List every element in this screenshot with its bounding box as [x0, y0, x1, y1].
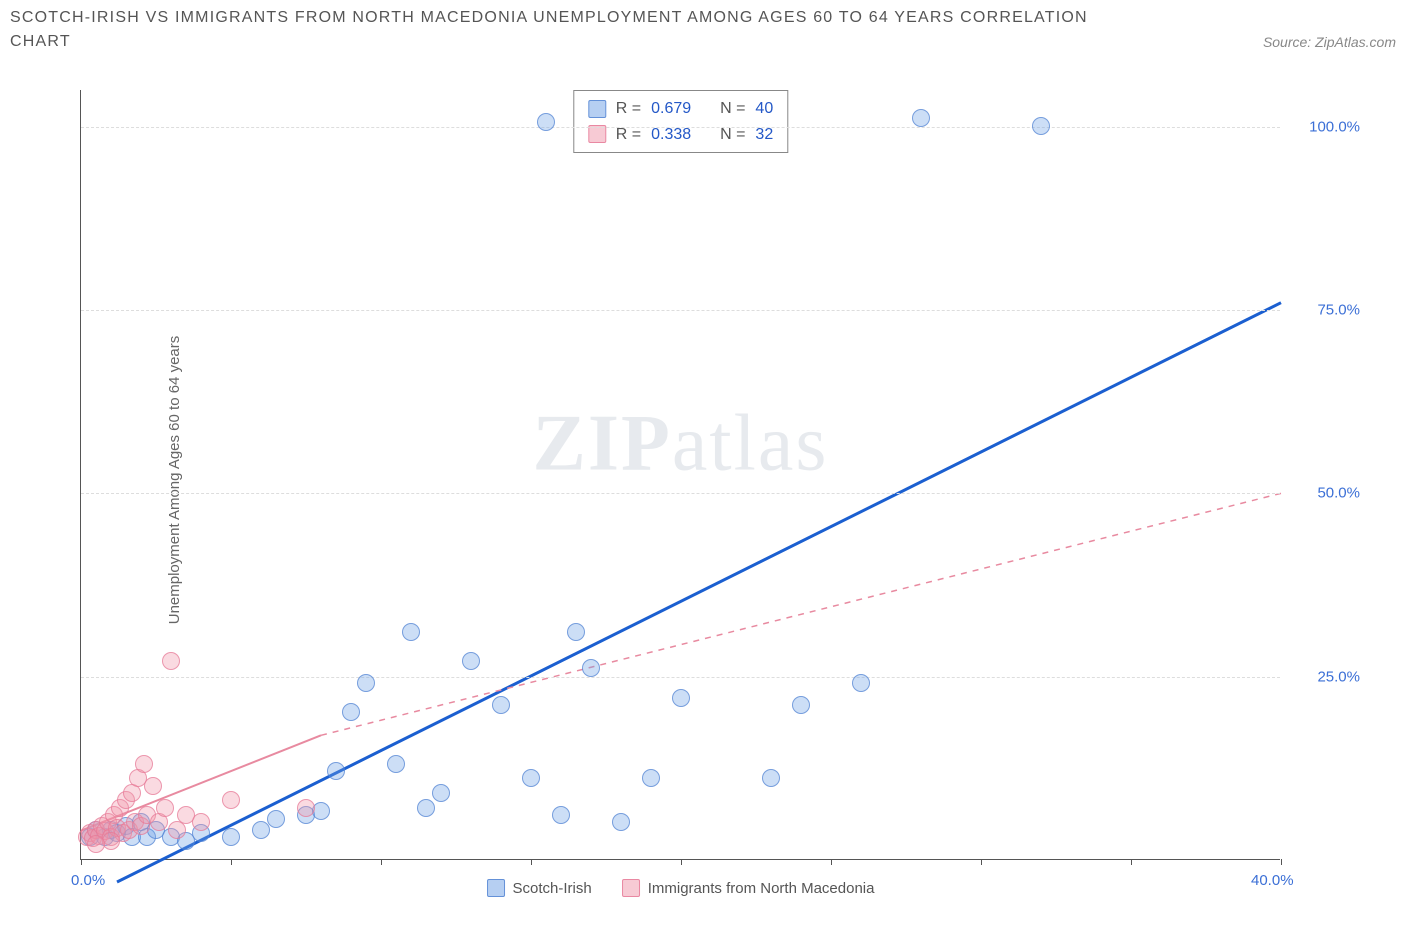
r-value-blue: 0.679	[651, 96, 691, 122]
swatch-blue-icon	[588, 100, 606, 118]
data-point	[537, 113, 555, 131]
chart-title: SCOTCH-IRISH VS IMMIGRANTS FROM NORTH MA…	[10, 6, 1110, 54]
legend-item-pink: Immigrants from North Macedonia	[622, 879, 875, 897]
x-tick	[381, 859, 382, 865]
data-point	[432, 784, 450, 802]
gridline	[81, 677, 1280, 678]
data-point	[102, 832, 120, 850]
data-point	[222, 828, 240, 846]
data-point	[162, 652, 180, 670]
data-point	[462, 652, 480, 670]
data-point	[357, 674, 375, 692]
y-tick-label: 25.0%	[1317, 668, 1360, 685]
data-point	[144, 777, 162, 795]
trend-line	[117, 303, 1281, 882]
y-tick-label: 50.0%	[1317, 485, 1360, 502]
data-point	[612, 813, 630, 831]
data-point	[387, 755, 405, 773]
r-value-pink: 0.338	[651, 122, 691, 148]
stats-row-blue: R = 0.679 N = 40	[588, 96, 773, 122]
source-attribution: Source: ZipAtlas.com	[1263, 6, 1396, 50]
watermark: ZIPatlas	[533, 398, 829, 489]
data-point	[567, 623, 585, 641]
x-tick	[531, 859, 532, 865]
n-value-pink: 32	[755, 122, 773, 148]
stats-row-pink: R = 0.338 N = 32	[588, 122, 773, 148]
bottom-legend: Scotch-Irish Immigrants from North Maced…	[487, 879, 875, 897]
data-point	[135, 755, 153, 773]
data-point	[1032, 117, 1050, 135]
y-tick-label: 100.0%	[1309, 118, 1360, 135]
data-point	[792, 696, 810, 714]
gridline	[81, 493, 1280, 494]
x-tick	[681, 859, 682, 865]
gridline	[81, 127, 1280, 128]
data-point	[852, 674, 870, 692]
data-point	[222, 791, 240, 809]
data-point	[762, 769, 780, 787]
data-point	[327, 762, 345, 780]
data-point	[342, 703, 360, 721]
data-point	[267, 810, 285, 828]
data-point	[492, 696, 510, 714]
swatch-pink-icon	[622, 879, 640, 897]
data-point	[192, 813, 210, 831]
data-point	[297, 799, 315, 817]
data-point	[417, 799, 435, 817]
x-tick	[981, 859, 982, 865]
gridline	[81, 310, 1280, 311]
plot-area: ZIPatlas R = 0.679 N = 40 R = 0.338 N = …	[80, 90, 1280, 860]
legend-item-blue: Scotch-Irish	[487, 879, 592, 897]
x-tick	[231, 859, 232, 865]
data-point	[87, 835, 105, 853]
data-point	[642, 769, 660, 787]
x-tick	[1131, 859, 1132, 865]
data-point	[552, 806, 570, 824]
data-point	[402, 623, 420, 641]
swatch-pink-icon	[588, 125, 606, 143]
x-tick-label: 40.0%	[1251, 872, 1294, 889]
data-point	[252, 821, 270, 839]
data-point	[672, 689, 690, 707]
x-tick-label: 0.0%	[71, 872, 105, 889]
x-tick	[831, 859, 832, 865]
swatch-blue-icon	[487, 879, 505, 897]
data-point	[912, 109, 930, 127]
stats-legend: R = 0.679 N = 40 R = 0.338 N = 32	[573, 90, 788, 153]
data-point	[582, 659, 600, 677]
y-tick-label: 75.0%	[1317, 302, 1360, 319]
data-point	[522, 769, 540, 787]
data-point	[156, 799, 174, 817]
x-tick	[1281, 859, 1282, 865]
chart-container: Unemployment Among Ages 60 to 64 years Z…	[50, 80, 1390, 880]
n-value-blue: 40	[755, 96, 773, 122]
x-tick	[81, 859, 82, 865]
